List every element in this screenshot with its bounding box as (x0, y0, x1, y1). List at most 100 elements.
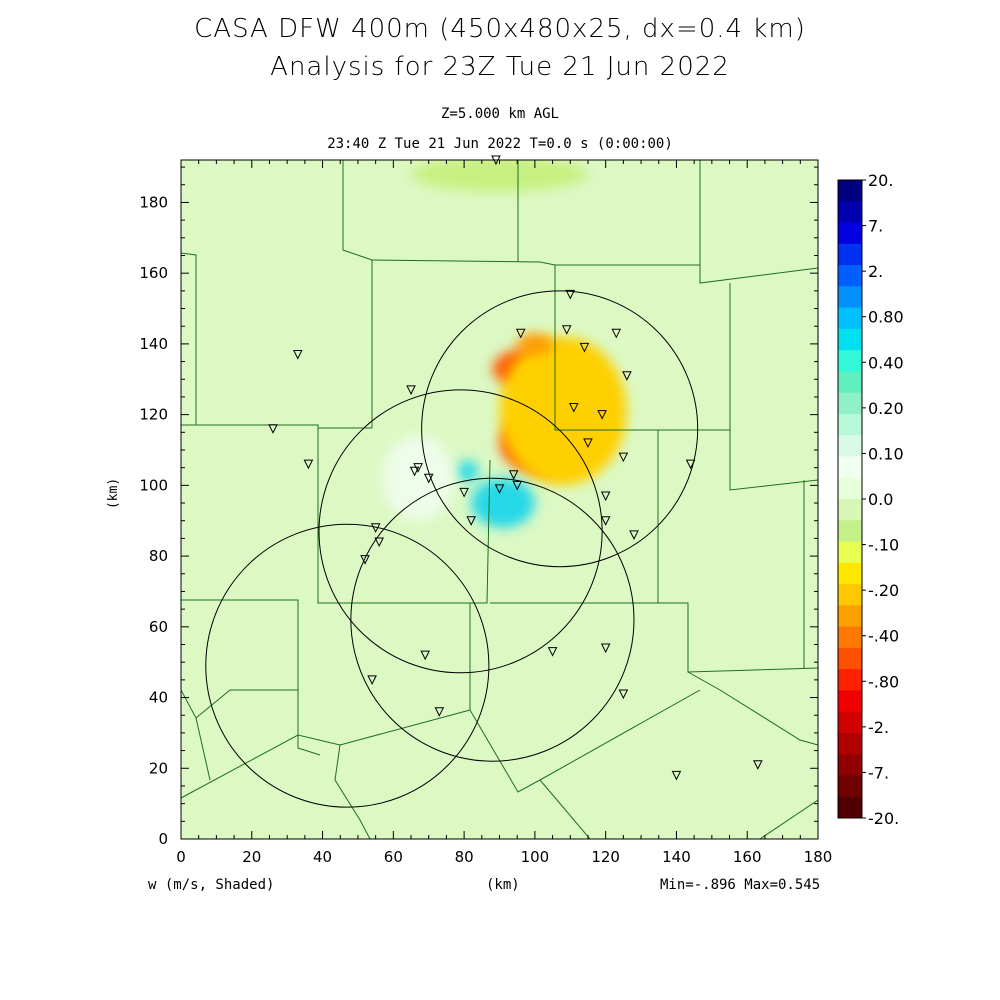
x-axis-label: (km) (486, 877, 520, 893)
colorbar-swatch (838, 541, 862, 564)
station-marker (409, 466, 420, 477)
station-marker (370, 523, 381, 533)
station-marker (459, 487, 469, 498)
county-boundary (181, 689, 298, 719)
station-marker (600, 643, 611, 654)
chart-subtitle: Analysis for 23Z Tue 21 Jun 2022 (270, 52, 730, 82)
colorbar-swatch (838, 350, 862, 372)
colorbar-label: -.40 (868, 627, 899, 646)
field-blob (471, 478, 535, 528)
station-marker (423, 473, 434, 484)
colorbar-swatch (838, 328, 862, 351)
colorbar-swatch (838, 690, 862, 713)
colorbar-swatch (838, 413, 862, 436)
field-blob (517, 333, 553, 355)
y-tick-label: 160 (139, 264, 168, 282)
colorbar-label: 20. (868, 171, 893, 190)
chart-title: CASA DFW 400m (450x480x25, dx=0.4 km) (194, 14, 806, 44)
colorbar-label: -.10 (868, 536, 899, 555)
colorbar-label: -.80 (868, 672, 899, 691)
station-marker (685, 459, 696, 470)
county-boundary (687, 671, 818, 746)
y-tick-label: 180 (139, 193, 168, 211)
x-tick-label: 100 (521, 848, 550, 866)
colorbar-swatch (838, 732, 862, 755)
colorbar-swatch (838, 243, 862, 266)
colorbar-swatch (838, 775, 862, 798)
colorbar-swatch (838, 711, 862, 734)
x-tick-label: 40 (313, 848, 332, 866)
station-marker (268, 424, 278, 434)
station-marker (374, 537, 384, 548)
station-marker (579, 342, 590, 353)
colorbar-swatch (838, 392, 862, 415)
colorbar-label: -.20 (868, 581, 899, 600)
colorbar-label: 0.80 (868, 308, 904, 327)
radar-range-ring (350, 477, 635, 762)
station-marker (583, 438, 593, 449)
county-boundary (195, 717, 211, 781)
station-marker (512, 480, 523, 491)
field-label: w (m/s, Shaded) (148, 877, 275, 893)
station-marker (671, 770, 682, 781)
county-boundary (658, 602, 818, 673)
station-marker (597, 410, 607, 420)
station-marker (569, 403, 579, 413)
colorbar-label: 0.0 (868, 490, 893, 509)
y-tick-label: 80 (149, 547, 168, 565)
colorbar-swatch (838, 796, 862, 819)
station-marker (494, 484, 505, 495)
county-boundary (181, 599, 321, 756)
x-tick-label: 60 (384, 848, 403, 866)
colorbar-label: -7. (868, 763, 889, 782)
county-boundary (469, 603, 701, 793)
colorbar-swatch (838, 265, 862, 287)
y-tick-label: 0 (158, 830, 168, 848)
colorbar-swatch (838, 499, 862, 521)
county-boundary (181, 252, 197, 425)
county-boundary (729, 430, 818, 491)
x-tick-label: 160 (733, 848, 762, 866)
colorbar-swatch (838, 180, 862, 202)
y-tick-label: 20 (149, 759, 168, 777)
colorbar-swatch (838, 477, 862, 500)
radar-range-ring (318, 389, 603, 674)
colorbar-swatch (838, 626, 862, 649)
station-marker (303, 459, 314, 470)
station-marker (547, 647, 558, 657)
level-label: Z=5.000 km AGL (440, 106, 559, 122)
colorbar-label: 0.10 (868, 444, 904, 463)
y-tick-label: 140 (139, 335, 168, 353)
station-marker (600, 491, 611, 502)
y-tick-label: 120 (139, 406, 168, 424)
colorbar-label: 0.40 (868, 353, 904, 372)
colorbar-swatch (838, 456, 862, 479)
time-label: 23:40 Z Tue 21 Jun 2022 T=0.0 s (0:00:00… (327, 136, 673, 152)
x-tick-label: 180 (804, 848, 833, 866)
colorbar-label: 7. (868, 217, 883, 236)
county-boundary (181, 709, 471, 799)
station-marker (565, 289, 576, 300)
x-tick-label: 20 (242, 848, 261, 866)
colorbar-swatch (838, 371, 862, 394)
county-boundary (554, 265, 731, 431)
y-tick-label: 60 (149, 618, 168, 636)
colorbar-label: -2. (868, 718, 889, 737)
colorbar-swatch (838, 669, 862, 691)
station-marker (515, 328, 526, 339)
station-marker (406, 385, 416, 395)
station-marker (618, 452, 629, 463)
county-boundary (759, 799, 818, 839)
station-marker (600, 516, 611, 526)
y-tick-label: 40 (149, 689, 168, 707)
county-boundary (539, 779, 591, 839)
colorbar-label: -20. (868, 809, 899, 828)
x-tick-label: 0 (176, 848, 186, 866)
county-boundary (334, 744, 371, 839)
county-boundary (181, 424, 372, 429)
x-tick-label: 80 (455, 848, 474, 866)
station-marker (753, 760, 763, 770)
station-marker (292, 350, 303, 360)
county-boundary (371, 259, 818, 284)
colorbar-swatch (838, 286, 862, 309)
